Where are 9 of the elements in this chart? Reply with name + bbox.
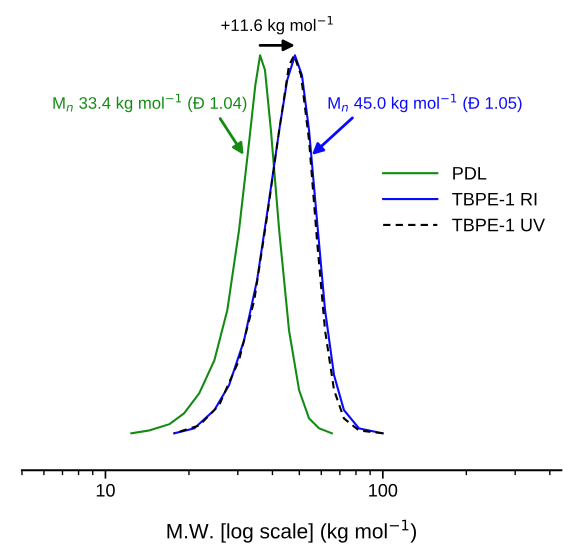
legend-label: PDL [453,167,486,180]
annotation: M$_{n}$ 33.4 kg mol$^{−1}$ (Đ 1.04) [53,94,246,112]
x-tick-label: 100 [369,484,398,497]
text: +11.6 kg mol$^{−1}$ [221,16,333,34]
x-axis-title: M.W. [log scale] (kg mol$^{−1}$) [168,520,416,543]
legend-label: TBPE-1 UV [452,218,545,232]
legend-label: TBPE-1 RI [452,192,536,206]
annotation: M$_{n}$ 45.0 kg mol$^{−1}$ (Đ 1.05) [328,94,522,112]
x-tick-label: 10 [96,484,115,497]
